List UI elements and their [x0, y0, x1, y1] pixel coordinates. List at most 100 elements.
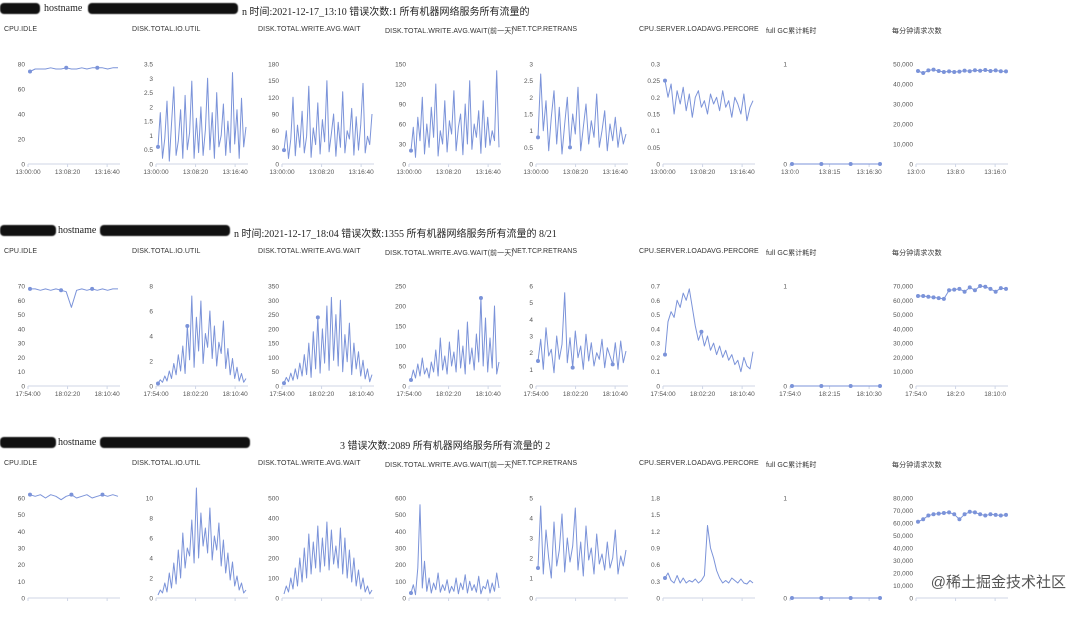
host-label: hostname — [58, 225, 97, 236]
data-point — [921, 71, 926, 75]
line-chart: 0 20 40 60 80 13:00:00 13:08:20 13:16:40 — [15, 62, 120, 177]
row-header: hostname n 时间:2021-12-17_18:04 错误次数:1355… — [0, 222, 1080, 240]
x-tick-label: 18:10:40 — [348, 391, 374, 398]
data-point — [941, 511, 946, 515]
data-point — [100, 492, 105, 497]
y-tick-label: 200 — [268, 556, 279, 563]
y-tick-label: 0.15 — [647, 112, 660, 119]
line-chart: 0 0.1 0.2 0.3 0.4 0.5 0.6 0.7 17:54:00 18:02:20 18… — [650, 284, 755, 399]
row-header-suffix: 3 错误次数:2089 所有机器网络服务所有流量的 2 — [340, 441, 551, 452]
data-point — [819, 596, 824, 600]
data-point — [536, 566, 540, 570]
y-tick-label: 60 — [18, 298, 26, 305]
chart-panel: NET.TCP.RETRANS 0 1 2 3 4 5 — [508, 460, 634, 610]
x-tick-label: 18:10:40 — [222, 391, 248, 398]
data-point — [972, 288, 977, 293]
chart-panel: NET.TCP.RETRANS 0 0.5 1 1.5 2 2.5 3 13:00:00 13:0… — [508, 26, 634, 176]
y-tick-label: 0.1 — [651, 128, 660, 135]
y-tick-label: 50 — [18, 312, 26, 319]
chart-panel: DISK.TOTAL.IO.UTIL 0 2 4 6 8 10 — [128, 460, 254, 610]
y-tick-label: 120 — [268, 95, 279, 102]
y-tick-label: 40,000 — [893, 82, 913, 89]
x-tick-label: 17:54:00 — [396, 391, 422, 398]
chart-panel: DISK.TOTAL.WRITE.AVG.WAIT(前一天) 0 30 60 90 120… — [381, 26, 514, 176]
data-point — [952, 512, 957, 517]
data-point — [95, 65, 100, 70]
data-point — [931, 67, 936, 72]
chart-title: CPU.IDLE — [4, 248, 38, 255]
y-tick-label: 70 — [18, 284, 26, 291]
data-point — [663, 78, 667, 83]
y-tick-label: 0 — [275, 384, 279, 391]
x-tick-label: 18:10:40 — [94, 391, 120, 398]
y-tick-label: 100 — [395, 579, 406, 586]
line-chart: 0 1 13:0:0 13:8:15 13:16:30 — [781, 62, 882, 177]
y-tick-label: 3 — [529, 62, 533, 69]
data-point — [916, 69, 920, 73]
chart-title: DISK.TOTAL.IO.UTIL — [132, 26, 201, 33]
y-tick-label: 1.5 — [144, 119, 153, 126]
data-point — [28, 492, 32, 497]
data-point — [790, 596, 794, 600]
x-tick-label: 13:08:20 — [309, 169, 335, 176]
y-tick-label: 2 — [529, 556, 533, 563]
data-point — [409, 378, 413, 382]
y-tick-label: 0 — [909, 596, 913, 603]
chart-title: DISK.TOTAL.WRITE.AVG.WAIT(前一天) — [385, 250, 514, 257]
y-tick-label: 1 — [783, 496, 787, 503]
data-point — [941, 70, 946, 74]
data-point — [962, 512, 967, 517]
y-tick-label: 20 — [18, 562, 26, 569]
redaction-block — [0, 225, 56, 236]
y-tick-label: 0 — [149, 384, 153, 391]
y-tick-label: 40 — [18, 326, 26, 333]
line-chart: 0 50 100 150 200 250 17:54:00 18:02:20 18:10:40 — [395, 284, 501, 399]
chart-panel: full GC累计耗时 0 1 — [762, 460, 888, 610]
data-point — [90, 286, 95, 291]
chart-panel: CPU.IDLE 0 10 20 30 40 50 60 70 17:54:00 18:02:20 1… — [0, 248, 126, 398]
x-tick-label: 13:00:00 — [269, 169, 295, 176]
series-line — [157, 72, 247, 162]
line-chart: 0 1 17:54:0 18:2:15 18:10:30 — [779, 284, 882, 399]
y-tick-label: 150 — [268, 341, 279, 348]
y-tick-label: 0.4 — [651, 326, 660, 333]
data-point — [28, 69, 32, 74]
x-tick-label: 18:10:0 — [984, 391, 1006, 398]
data-point — [282, 148, 286, 153]
data-point — [570, 365, 575, 370]
series-line — [917, 511, 1007, 523]
metric-row: hostname n 时间:2021-12-17_13:10 错误次数:1 所有… — [0, 0, 1080, 200]
data-point — [156, 381, 160, 386]
chart-title: CPU.IDLE — [4, 460, 38, 467]
chart-title: NET.TCP.RETRANS — [512, 26, 578, 33]
y-tick-label: 0 — [149, 162, 153, 169]
y-tick-label: 2 — [149, 104, 153, 111]
y-tick-label: 0 — [275, 596, 279, 603]
y-tick-label: 0 — [783, 384, 787, 391]
y-tick-label: 0.05 — [647, 145, 660, 152]
y-tick-label: 1 — [529, 576, 533, 583]
line-chart: 0 50 100 150 200 250 300 350 17:54:00 18:02:20 18:… — [268, 284, 374, 399]
x-tick-label: 13:16:40 — [348, 169, 374, 176]
metric-row: hostname n 时间:2021-12-17_18:04 错误次数:1355… — [0, 222, 1080, 422]
series-line — [537, 73, 627, 155]
y-tick-label: 6 — [529, 284, 533, 291]
data-point — [936, 69, 941, 73]
data-point — [967, 509, 972, 514]
y-tick-label: 0.2 — [651, 95, 660, 102]
data-point — [916, 294, 920, 298]
series-line — [157, 295, 247, 384]
y-tick-label: 90 — [272, 112, 280, 119]
data-point — [988, 69, 993, 73]
data-point — [947, 288, 952, 293]
data-point — [409, 148, 413, 153]
y-tick-label: 10,000 — [893, 369, 913, 376]
x-tick-label: 13:08:20 — [690, 169, 716, 176]
x-tick-label: 17:54:00 — [269, 391, 295, 398]
x-tick-label: 17:54:00 — [650, 391, 676, 398]
x-tick-label: 13:08:20 — [183, 169, 209, 176]
y-tick-label: 0 — [656, 596, 660, 603]
chart-panel: DISK.TOTAL.WRITE.AVG.WAIT(前一天) 0 50 100 150 2… — [381, 248, 514, 398]
data-point — [957, 286, 962, 291]
line-chart: 0 30 60 90 120 150 13:00:00 13:08:20 13:16:40 — [395, 62, 501, 177]
